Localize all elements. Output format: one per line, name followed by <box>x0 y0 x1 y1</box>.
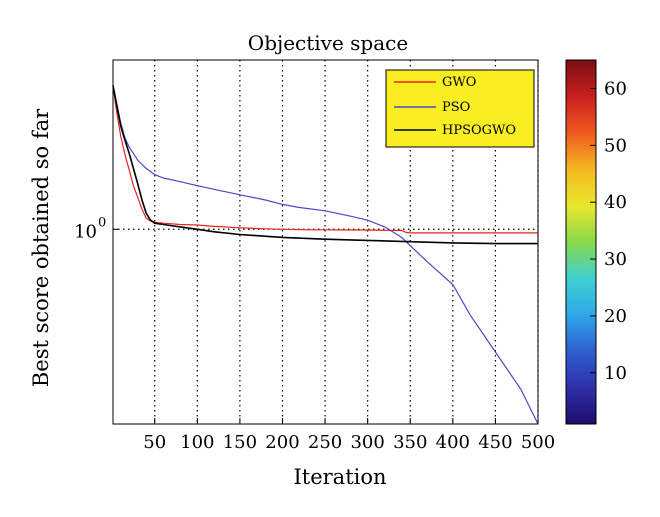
x-tick-label: 500 <box>521 432 555 453</box>
colorbar-tick-label: 40 <box>604 192 627 213</box>
legend-label-pso: PSO <box>442 100 470 115</box>
x-axis-label: Iteration <box>293 465 386 489</box>
x-tick-label: 200 <box>265 432 299 453</box>
series-line-gwo <box>112 85 538 234</box>
colorbar <box>565 59 597 425</box>
x-ticks: 50 100 150 200 250 300 350 400 450 500 <box>143 418 555 453</box>
colorbar-tick-label: 20 <box>604 306 627 327</box>
x-tick-label: 450 <box>478 432 512 453</box>
x-tick-label: 150 <box>223 432 257 453</box>
legend: GWO PSO HPSOGWO <box>385 69 535 148</box>
legend-box <box>385 69 535 148</box>
chart-title: Objective space <box>248 31 408 55</box>
y-tick-exponent: 0 <box>98 215 106 230</box>
x-tick-label: 300 <box>350 432 384 453</box>
colorbar-ticks: 10 20 30 40 50 60 <box>590 78 627 384</box>
legend-label-gwo: GWO <box>442 75 476 90</box>
y-tick-label: 10 <box>74 221 97 242</box>
x-tick-label: 350 <box>393 432 427 453</box>
x-tick-label: 250 <box>308 432 342 453</box>
x-tick-label: 400 <box>436 432 470 453</box>
colorbar-tick-label: 50 <box>604 135 627 156</box>
y-ticks: 10 0 <box>74 215 119 242</box>
colorbar-tick-label: 30 <box>604 249 627 270</box>
x-tick-label: 100 <box>180 432 214 453</box>
colorbar-tick-label: 60 <box>604 78 627 99</box>
y-axis-label: Best score obtained so far <box>29 108 53 387</box>
series-lines <box>112 85 539 425</box>
legend-label-hpsogwo: HPSOGWO <box>442 123 516 138</box>
x-tick-label: 50 <box>143 432 166 453</box>
series-line-pso <box>112 85 539 425</box>
colorbar-tick-label: 10 <box>604 363 627 384</box>
series-line-hpsogwo <box>112 85 538 245</box>
